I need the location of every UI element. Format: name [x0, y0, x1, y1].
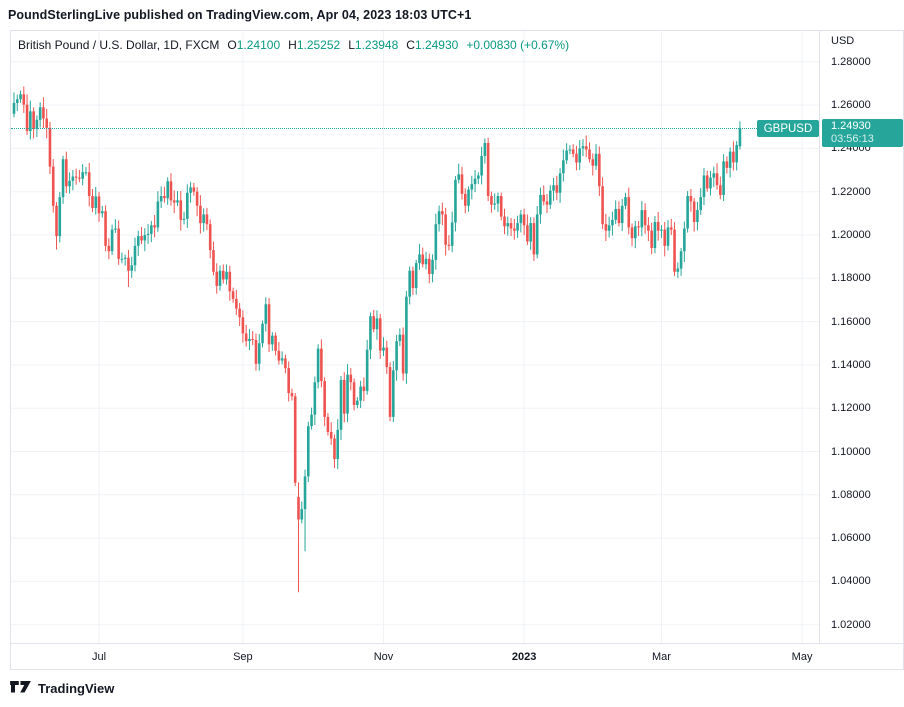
price-axis[interactable]: USD 1.28000 1.26000 1.24000 1.22000 1.20000 1…	[819, 31, 903, 643]
time-tick-label: Nov	[373, 650, 394, 663]
symbol-title: British Pound / U.S. Dollar, 1D, FXCM	[18, 38, 220, 52]
chart-legend: British Pound / U.S. Dollar, 1D, FXCM O1.…	[18, 38, 569, 52]
time-tick-label: 2023	[511, 650, 537, 663]
last-price-value: 1.24930	[831, 120, 871, 132]
open-value: 1.24100	[236, 38, 281, 52]
footer: TradingView	[0, 670, 904, 707]
price-tick-label: 1.22000	[831, 185, 871, 198]
price-axis-currency: USD	[831, 35, 855, 47]
last-price-badge: 1.24930 03:56:13	[822, 119, 903, 147]
time-tick-label: Mar	[651, 650, 671, 663]
price-tick-label: 1.16000	[831, 315, 871, 328]
attribution-header: PoundSterlingLive published on TradingVi…	[0, 0, 904, 30]
time-axis[interactable]: Jul Sep Nov 2023 Mar May	[11, 643, 903, 669]
low-label: L	[348, 38, 355, 52]
candlestick-canvas[interactable]	[11, 31, 819, 643]
price-line-symbol-label: GBPUSD	[757, 120, 819, 137]
price-tick-label: 1.10000	[831, 445, 871, 458]
chart-frame: GBPUSD British Pound / U.S. Dollar, 1D, …	[10, 30, 904, 670]
price-tick-label: 1.06000	[831, 532, 871, 545]
price-tick-label: 1.28000	[831, 55, 871, 68]
price-tick-label: 1.08000	[831, 488, 871, 501]
price-tick-label: 1.20000	[831, 229, 871, 241]
time-tick-label: May	[791, 650, 813, 663]
price-tick-label: 1.14000	[831, 358, 871, 371]
chart-plot-area[interactable]: GBPUSD British Pound / U.S. Dollar, 1D, …	[11, 31, 819, 643]
price-tick-label: 1.18000	[831, 272, 871, 285]
tradingview-logo-icon	[10, 681, 31, 693]
price-tick-label: 1.02000	[831, 618, 871, 631]
current-price-dotted-line	[11, 128, 757, 129]
attribution-text: PoundSterlingLive published on TradingVi…	[8, 8, 472, 22]
change-value: +0.00830 (+0.67%)	[466, 38, 570, 52]
price-tick-label: 1.04000	[831, 575, 871, 588]
price-tick-label: 1.26000	[831, 99, 871, 112]
close-label: C	[406, 38, 415, 52]
low-value: 1.23948	[354, 38, 399, 52]
time-tick-label: Sep	[233, 650, 253, 663]
close-value: 1.24930	[414, 38, 459, 52]
high-label: H	[288, 38, 297, 52]
time-tick-label: Jul	[91, 650, 107, 663]
open-label: O	[227, 38, 237, 52]
tradingview-logo[interactable]: TradingView	[10, 681, 114, 696]
symbol-label-text: GBPUSD	[763, 122, 813, 135]
bar-countdown: 03:56:13	[831, 133, 874, 145]
tradingview-wordmark: TradingView	[38, 681, 115, 696]
price-tick-label: 1.12000	[831, 402, 871, 415]
high-value: 1.25252	[296, 38, 341, 52]
